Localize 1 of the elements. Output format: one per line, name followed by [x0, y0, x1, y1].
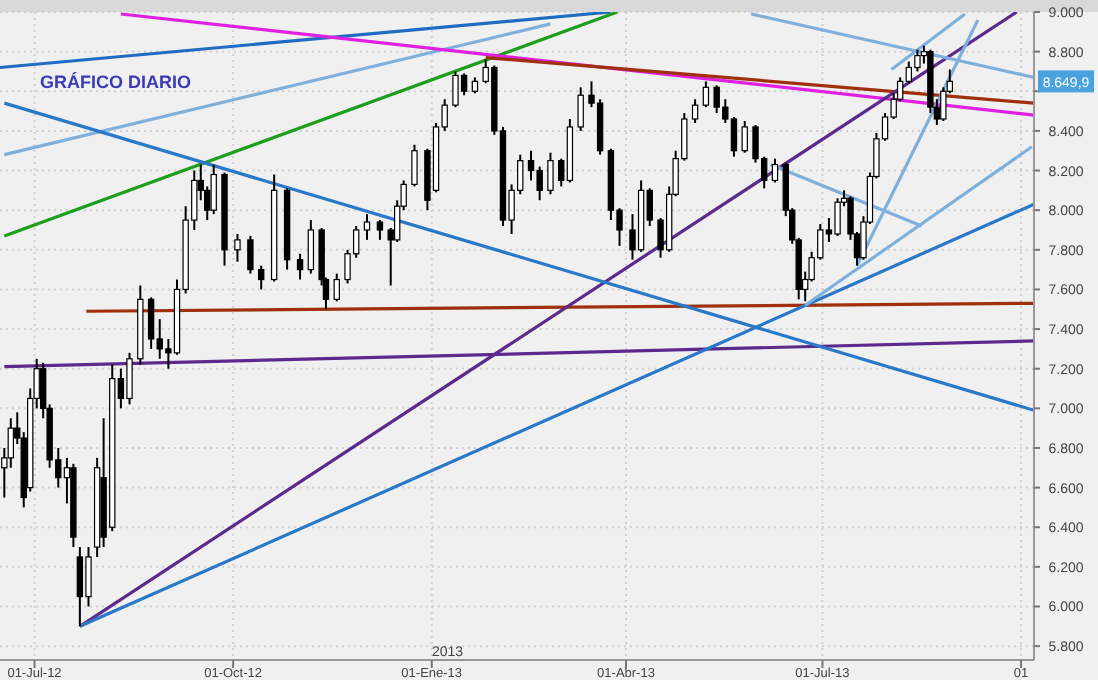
text: GRÁFICO DIARIO	[40, 72, 191, 92]
